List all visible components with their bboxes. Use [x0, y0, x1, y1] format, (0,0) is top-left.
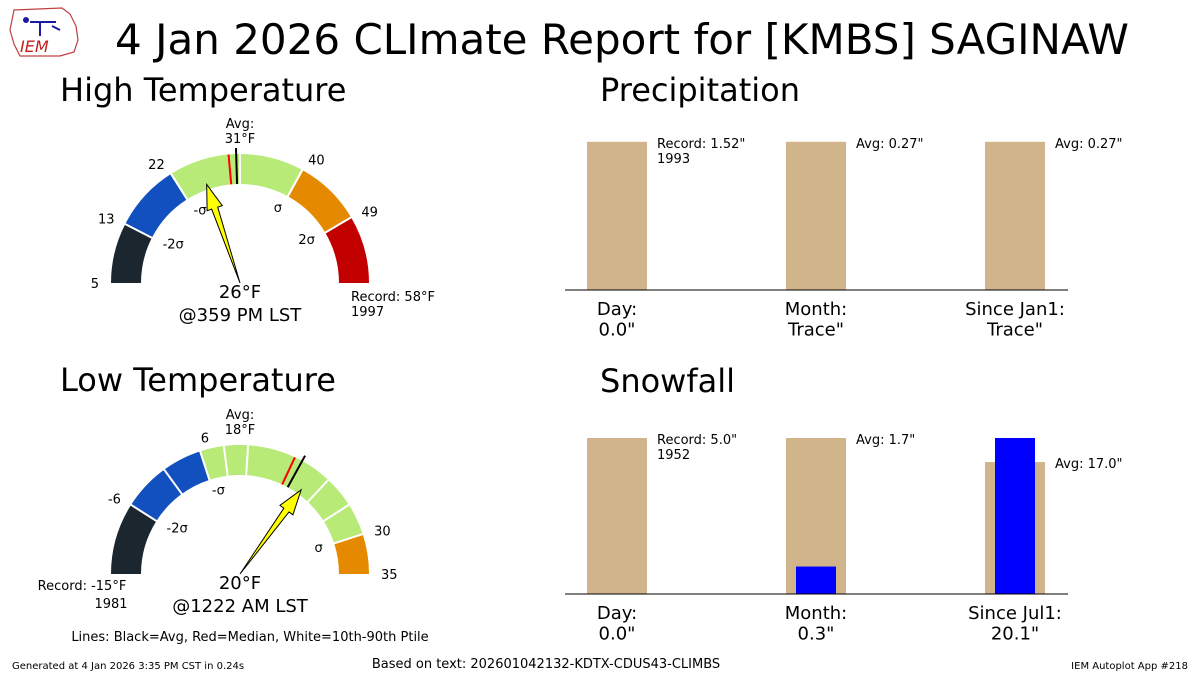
- median-line: [281, 456, 296, 485]
- footer-app: IEM Autoplot App #218: [1071, 661, 1188, 672]
- normal-bar-2: [985, 141, 1045, 290]
- gauge-tick-label: 40: [308, 154, 325, 169]
- avg-label: Avg: 18°F: [225, 408, 256, 438]
- iem-logo: IEM: [9, 7, 79, 57]
- bar-annotation: Record: 5.0" 1952: [657, 433, 737, 463]
- bar-annotation: Avg: 1.7": [856, 433, 915, 448]
- observed-time: @359 PM LST: [179, 305, 303, 326]
- gauge-band: [200, 445, 363, 544]
- x-tick-label: Since Jul1: 20.1": [968, 603, 1062, 645]
- band-divider: [332, 532, 364, 545]
- percentile-line: [222, 444, 229, 477]
- gauge-band: [111, 504, 157, 574]
- observed-time: @1222 AM LST: [172, 596, 309, 617]
- footer-source: Based on text: 202601042132-KDTX-CDUS43-…: [372, 657, 720, 672]
- bar-annotation: Record: 1.52" 1993: [657, 137, 745, 167]
- band-divider: [198, 450, 211, 482]
- band-divider: [286, 168, 304, 198]
- gauge-tick-label: 35: [381, 568, 398, 583]
- median-line: [227, 154, 233, 185]
- bar-annotation: Avg: 0.27": [856, 137, 924, 152]
- sigma-label: -σ: [194, 203, 207, 218]
- sigma-label: -2σ: [163, 237, 184, 252]
- x-tick-label: Day: 0.0": [597, 299, 637, 341]
- gauge-band: [287, 170, 352, 233]
- observed-bar-2: [995, 438, 1035, 594]
- gauge-band: [334, 534, 369, 574]
- observed-needle: [206, 182, 241, 284]
- avg-line: [286, 455, 306, 488]
- x-tick-label: Day: 0.0": [597, 603, 637, 645]
- band-divider: [123, 222, 154, 240]
- precipitation-chart: Precipitation Record: 1.52" 1993 Day: 0.0" Av…: [565, 71, 1123, 341]
- gauge-tick-label: 6: [201, 431, 209, 446]
- observed-value: 20°F: [219, 573, 261, 594]
- bar-annotation: Avg: 0.27": [1055, 137, 1123, 152]
- normal-bar-0: [587, 438, 647, 594]
- sigma-label: σ: [274, 201, 282, 216]
- x-tick-label: Month: Trace": [785, 299, 847, 341]
- bar-annotation: Avg: 17.0": [1055, 457, 1123, 472]
- percentile-line: [306, 478, 330, 504]
- avg-label: Avg: 31°F: [225, 117, 256, 147]
- gauge-band: [111, 224, 152, 283]
- legend-note: Lines: Black=Avg, Red=Median, White=10th…: [71, 630, 428, 645]
- observed-needle: [239, 488, 303, 575]
- gauge-tick-label: 22: [148, 158, 165, 173]
- sigma-label: -2σ: [167, 521, 188, 536]
- gauge-tick-label: 49: [361, 205, 378, 220]
- observed-value: 26°F: [219, 282, 261, 303]
- sigma-label: -σ: [212, 484, 225, 499]
- normal-bar-1: [786, 141, 846, 290]
- footer-generated: Generated at 4 Jan 2026 3:35 PM CST in 0…: [12, 661, 244, 672]
- snowfall-chart: Snowfall Record: 5.0" 1952 Day: 0.0" Avg: 1.7…: [565, 362, 1123, 645]
- gauge-title: Low Temperature: [60, 361, 336, 399]
- gauge-band: [125, 173, 188, 238]
- gauge-band: [325, 217, 369, 283]
- x-tick-label: Since Jan1: Trace": [965, 299, 1065, 341]
- low-temperature-gauge: Low Temperature Avg: 18°F -6 6 30 35 -2σ -σ σ 20°F…: [38, 361, 398, 617]
- chart-title: Snowfall: [600, 362, 735, 400]
- gauge-tick-label: 30: [374, 524, 391, 539]
- avg-line: [234, 148, 239, 185]
- x-tick-label: Month: 0.3": [785, 603, 847, 645]
- gauge-tick-label: 13: [98, 213, 115, 228]
- record-label: Record: 58°F 1997: [351, 290, 435, 320]
- page-title: 4 Jan 2026 CLImate Report for [KMBS] SAG…: [115, 15, 1129, 64]
- gauge-band: [131, 451, 210, 521]
- percentile-line: [162, 468, 184, 496]
- percentile-line: [245, 444, 250, 477]
- sigma-label: σ: [314, 541, 322, 556]
- gauge-title: High Temperature: [60, 71, 346, 109]
- high-temperature-gauge: High Temperature Avg: 31°F 5 13 22 40 49 -2σ -σ σ 2…: [60, 71, 435, 326]
- band-divider: [323, 216, 353, 235]
- band-divider: [169, 172, 189, 201]
- sigma-label: 2σ: [298, 233, 315, 248]
- normal-bar-0: [587, 141, 647, 290]
- gauge-tick-label: -6: [108, 492, 121, 507]
- logo-text: IEM: [20, 37, 49, 56]
- chart-title: Precipitation: [600, 71, 800, 109]
- percentile-line: [322, 503, 351, 523]
- band-divider: [129, 503, 158, 523]
- gauge-tick-label: 5: [91, 277, 99, 292]
- observed-bar-1: [796, 566, 836, 594]
- record-year: 1981: [94, 597, 127, 612]
- record-label: Record: -15°F: [38, 579, 127, 594]
